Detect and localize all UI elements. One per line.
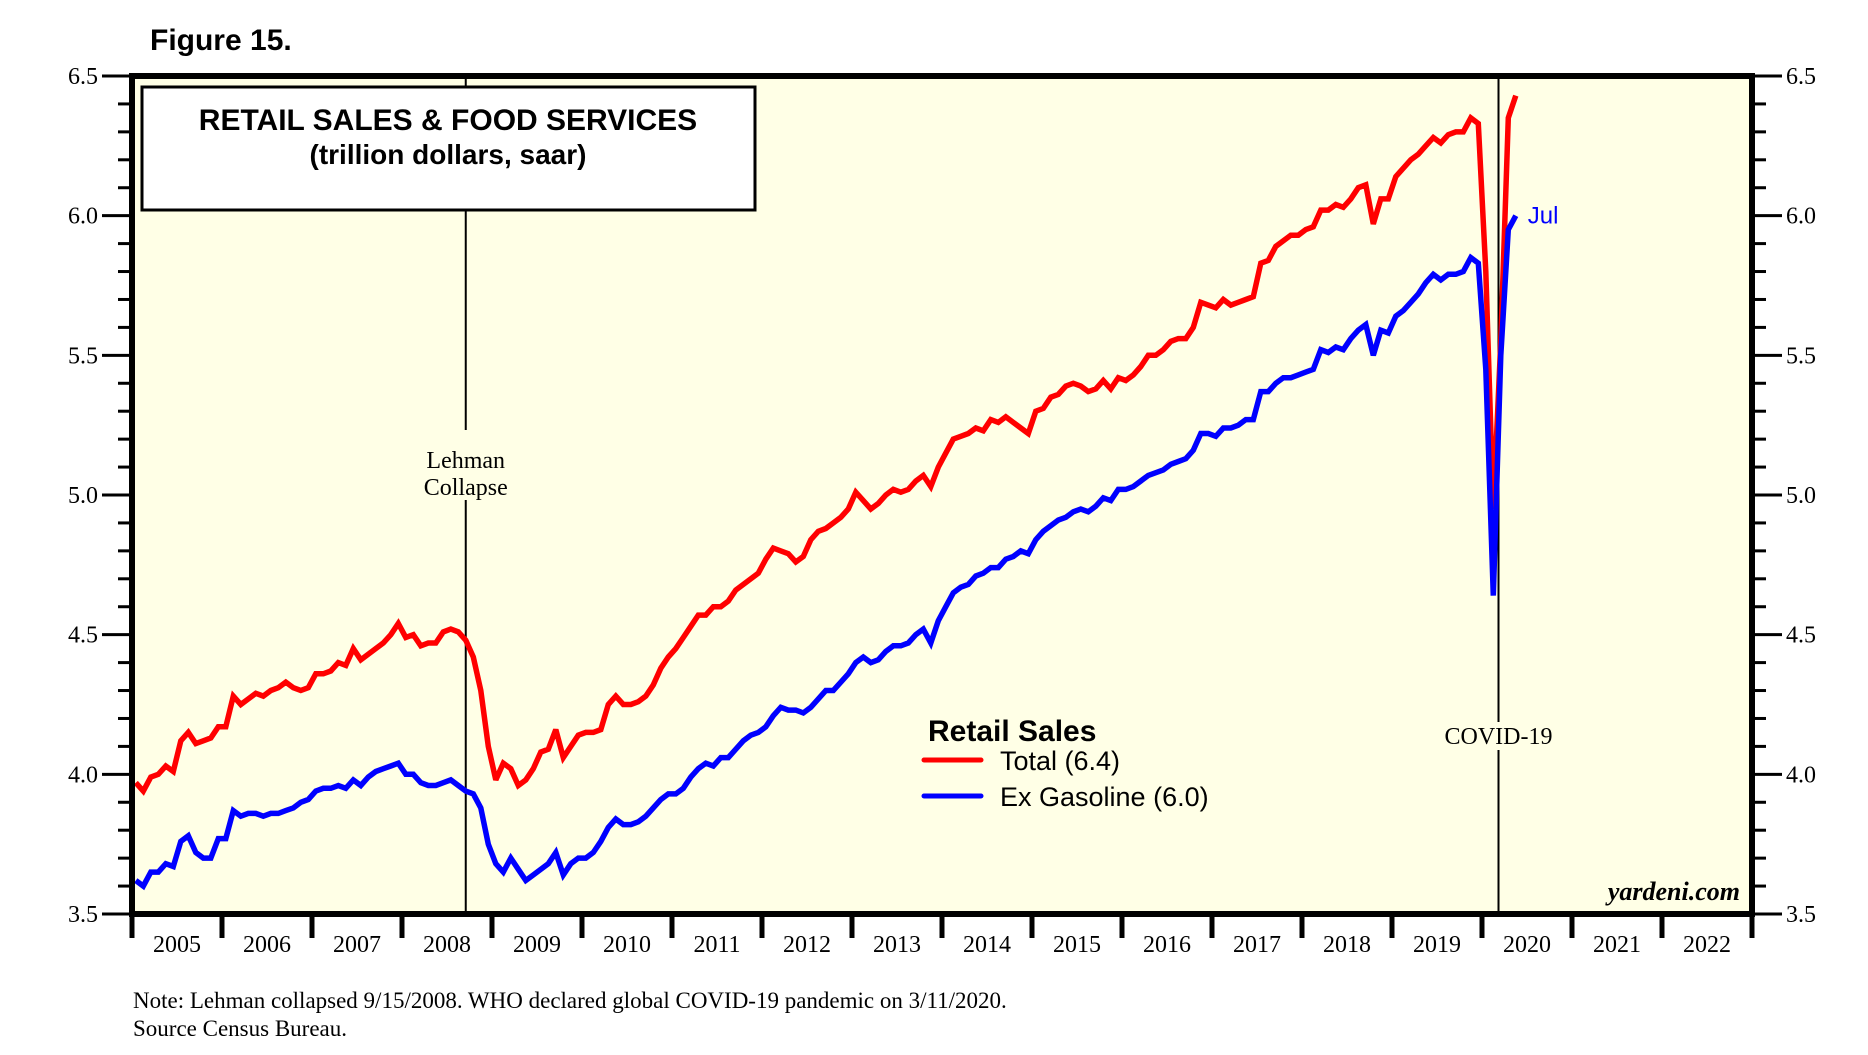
- x-tick-label: 2010: [603, 932, 651, 958]
- x-tick-label: 2008: [423, 932, 471, 958]
- watermark: yardeni.com: [1605, 877, 1740, 906]
- x-tick-label: 2009: [513, 932, 561, 958]
- y-tick-label-left: 4.5: [68, 623, 98, 649]
- series-layer: [133, 94, 1519, 891]
- legend-title: Retail Sales: [928, 715, 1096, 748]
- x-tick-label: 2019: [1413, 932, 1461, 958]
- y-tick-label-left: 5.5: [68, 343, 98, 369]
- figure-label: Figure 15.: [150, 24, 292, 57]
- covid-label: COVID-19: [1445, 724, 1553, 750]
- x-tick-label: 2013: [873, 932, 921, 958]
- legend: Retail Sales Total (6.4) Ex Gasoline (6.…: [921, 715, 1209, 812]
- chart-subtitle: (trillion dollars, saar): [310, 139, 587, 170]
- x-tick-label: 2011: [693, 932, 740, 958]
- y-tick-label-right: 3.5: [1786, 902, 1816, 928]
- y-tick-label-right: 6.0: [1786, 204, 1816, 230]
- footnote-source: Source Census Bureau.: [133, 1016, 347, 1041]
- y-tick-label-left: 6.0: [68, 204, 98, 230]
- x-tick-label: 2016: [1143, 932, 1191, 958]
- y-tick-label-right: 5.0: [1786, 483, 1816, 509]
- footnote: Note: Lehman collapsed 9/15/2008. WHO de…: [133, 987, 1007, 1043]
- legend-label-ex-gasoline: Ex Gasoline (6.0): [1000, 782, 1209, 812]
- chart-title: RETAIL SALES & FOOD SERVICES: [199, 104, 697, 137]
- legend-label-total: Total (6.4): [1000, 746, 1120, 776]
- lehman-label-line1: Lehman: [426, 448, 505, 474]
- x-tick-label: 2012: [783, 932, 831, 958]
- x-tick-label: 2006: [243, 932, 291, 958]
- axes: 3.5 3.5 4.0 4.0 4.5 4.5 5.0 5.0 5.5 5.5 6.0 6.0 6.5 6…: [68, 64, 1816, 958]
- y-tick-label-right: 6.5: [1786, 64, 1816, 90]
- x-tick-label: 2015: [1053, 932, 1101, 958]
- y-tick-label-left: 6.5: [68, 64, 98, 90]
- y-tick-label-right: 4.5: [1786, 623, 1816, 649]
- x-tick-label: 2022: [1683, 932, 1731, 958]
- x-tick-label: 2005: [153, 932, 201, 958]
- series-line-ex-gasoline: [134, 214, 1519, 891]
- x-tick-label: 2017: [1233, 932, 1281, 958]
- end-label-jul: Jul: [1528, 203, 1559, 230]
- y-tick-label-right: 5.5: [1786, 343, 1816, 369]
- x-tick-label: 2021: [1593, 932, 1641, 958]
- x-tick-label: 2007: [333, 932, 381, 958]
- x-tick-label: 2020: [1503, 932, 1551, 958]
- y-tick-label-right: 4.0: [1786, 762, 1816, 788]
- title-box: [140, 85, 757, 212]
- y-tick-label-left: 3.5: [68, 902, 98, 928]
- plot-frame: [129, 73, 1755, 917]
- y-tick-label-left: 4.0: [68, 762, 98, 788]
- y-tick-label-left: 5.0: [68, 483, 98, 509]
- series-line-total: [133, 94, 1519, 796]
- x-tick-label: 2014: [963, 932, 1011, 958]
- x-tick-label: 2018: [1323, 932, 1371, 958]
- footnote-note: Note: Lehman collapsed 9/15/2008. WHO de…: [133, 988, 1007, 1013]
- lehman-label-line2: Collapse: [424, 475, 508, 501]
